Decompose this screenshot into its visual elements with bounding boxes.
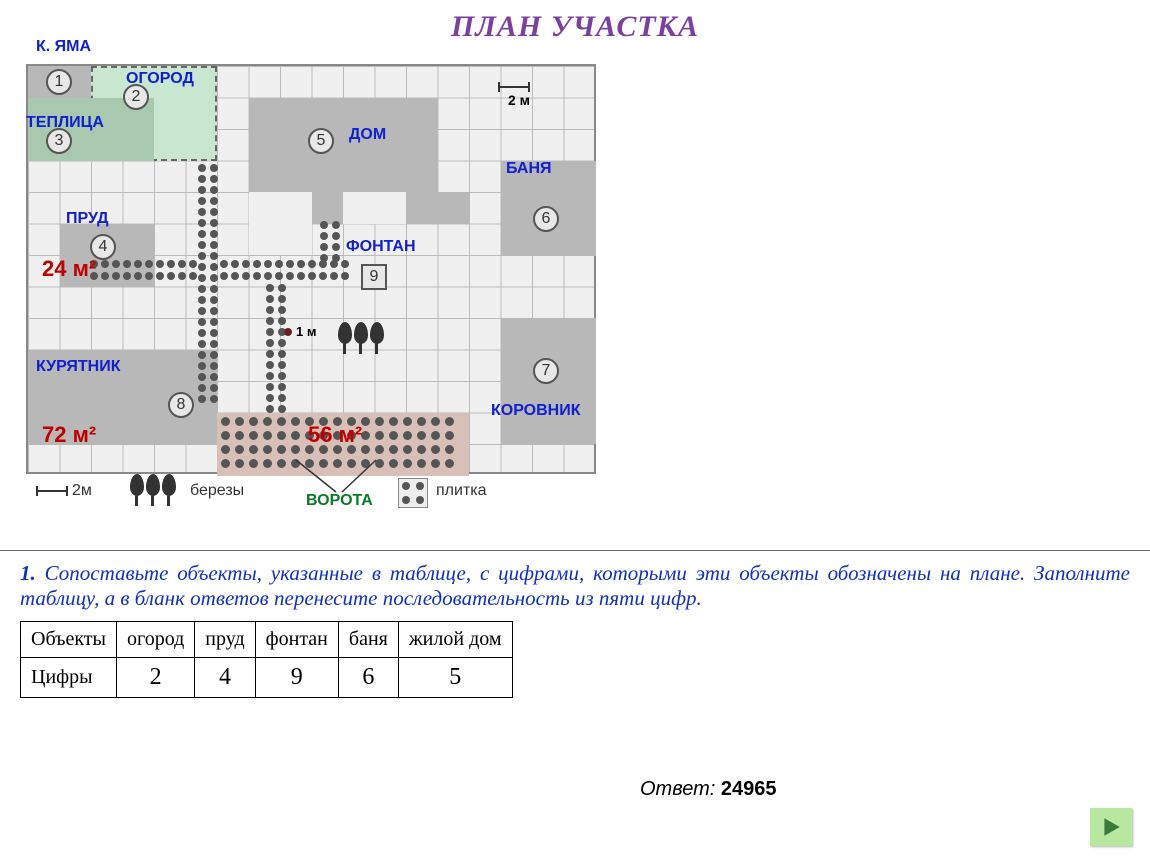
label-prud: ПРУД <box>66 210 109 228</box>
path-dots-3b: document.write(Array(12).fill('<div clas… <box>220 272 349 280</box>
table-val: 6 <box>338 658 398 698</box>
answer-label: Ответ: <box>640 778 715 800</box>
scale-dot-mid <box>284 328 292 336</box>
shape-house-cut2 <box>343 192 406 224</box>
vorota-lines-icon <box>286 456 386 496</box>
path-dots-5b: document.write(Array(12).fill('<div clas… <box>278 284 286 413</box>
label-fontan: ФОНТАН <box>346 238 416 256</box>
label-dom: ДОМ <box>349 126 386 144</box>
shape-house-cut1 <box>249 192 312 255</box>
legend-tiles-icon <box>398 478 428 508</box>
question-number: 1. <box>20 561 36 585</box>
label-ogorod: ОГОРОД <box>126 70 194 88</box>
label-vorota: ВОРОТА <box>306 492 373 510</box>
table-row2-label: Цифры <box>21 658 117 698</box>
path-dots-4b: document.write(Array(4).fill('<div class… <box>320 221 328 262</box>
table-col: пруд <box>195 622 255 658</box>
label-korovnik: КОРОВНИК <box>491 402 581 420</box>
table-col: фонтан <box>255 622 338 658</box>
legend-tree-icon <box>130 474 144 506</box>
label-k-yama: К. ЯМА <box>36 38 91 56</box>
table-val: 2 <box>116 658 194 698</box>
table-val: 4 <box>195 658 255 698</box>
play-icon <box>1100 816 1122 838</box>
area-tiles: 56 м² <box>308 422 362 448</box>
scale-bar-bottom <box>36 490 68 492</box>
scale-label-bottom: 2м <box>72 482 92 500</box>
marker-7: 7 <box>533 358 559 384</box>
next-button[interactable] <box>1090 808 1132 846</box>
shape-house-ext <box>406 192 469 224</box>
legend-tree-icon <box>146 474 160 506</box>
marker-1: 1 <box>46 69 72 95</box>
site-plan: К. ЯМА document.write(Array(68).fill('<d… <box>18 44 618 544</box>
label-kuryatnik: КУРЯТНИК <box>36 358 120 376</box>
question-text: 1. Сопоставьте объекты, указанные в табл… <box>20 561 1130 611</box>
table-val: 5 <box>398 658 512 698</box>
marker-8: 8 <box>168 392 194 418</box>
scale-label-top: 2 м <box>508 92 530 108</box>
table-val: 9 <box>255 658 338 698</box>
label-banya: БАНЯ <box>506 160 552 178</box>
label-teplitsa: ТЕПЛИЦА <box>26 114 104 132</box>
path-dots-5: document.write(Array(12).fill('<div clas… <box>266 284 274 413</box>
tree-icon <box>370 322 384 354</box>
scale-label-mid: 1 м <box>296 324 316 339</box>
answer-line: Ответ: 24965 <box>640 778 777 801</box>
area-kuryatnik: 72 м² <box>42 422 96 448</box>
scale-bar-top <box>498 86 530 88</box>
table-col: баня <box>338 622 398 658</box>
path-dots-2b: document.write(Array(10).fill('<div clas… <box>90 272 197 280</box>
path-dots-1: document.write(Array(22).fill('<div clas… <box>198 164 206 403</box>
legend-trees: березы <box>190 482 244 500</box>
page-title: ПЛАН УЧАСТКА <box>0 0 1150 44</box>
area-prud: 24 м² <box>42 256 96 282</box>
marker-6: 6 <box>533 206 559 232</box>
table-col: огород <box>116 622 194 658</box>
tree-icon <box>354 322 368 354</box>
path-dots-3: document.write(Array(12).fill('<div clas… <box>220 260 349 268</box>
legend-tiles: плитка <box>436 482 487 500</box>
path-dots-2: document.write(Array(10).fill('<div clas… <box>90 260 197 268</box>
separator <box>0 550 1150 551</box>
question-body: Сопоставьте объекты, указанные в таблице… <box>20 561 1130 610</box>
answer-value: 24965 <box>721 778 777 800</box>
table-col: жилой дом <box>398 622 512 658</box>
table-row1-label: Объекты <box>21 622 117 658</box>
path-dots-4: document.write(Array(4).fill('<div class… <box>332 221 340 262</box>
legend-tree-icon <box>162 474 176 506</box>
marker-9: 9 <box>361 264 387 290</box>
answer-table: Объекты огород пруд фонтан баня жилой до… <box>20 621 513 698</box>
tree-icon <box>338 322 352 354</box>
marker-5: 5 <box>308 128 334 154</box>
path-dots-1b: document.write(Array(22).fill('<div clas… <box>210 164 218 403</box>
